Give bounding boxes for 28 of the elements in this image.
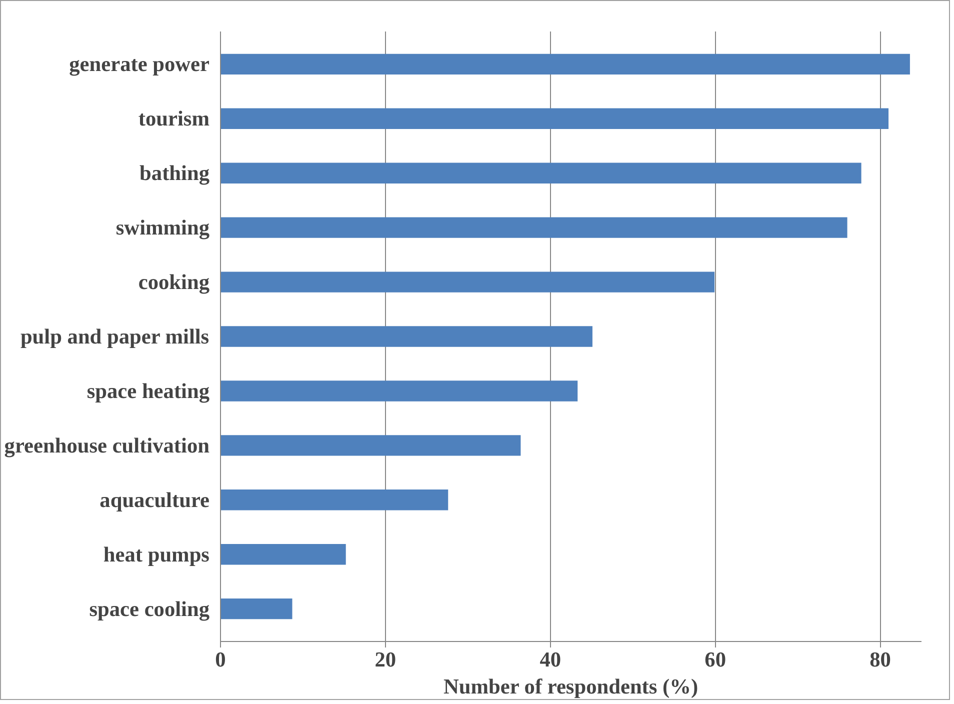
x-tick-label: 80 [870,648,891,672]
y-tick-label: bathing [140,161,210,186]
bar [220,217,848,238]
bar [220,544,346,565]
y-tick-label: pulp and paper mills [20,324,210,348]
bar [220,598,292,620]
bar [220,326,592,347]
x-tick-label: 20 [374,648,396,672]
y-tick-label: generate power [69,52,210,76]
y-tick-label: aquaculture [100,488,210,512]
y-tick-label: tourism [138,106,210,131]
x-tick-label: 60 [704,648,726,672]
bar [220,272,714,292]
bar [220,490,448,510]
x-tick-label: 40 [540,648,562,672]
x-axis-title: Number of respondents (%) [444,674,698,698]
y-tick-label: heat pumps [103,542,210,566]
y-tick-label: space heating [86,378,210,403]
y-tick-label: swimming [116,216,210,240]
bar [220,162,862,184]
y-tick-label: cooking [138,270,210,294]
bar [220,435,521,456]
y-tick-label: greenhouse cultivation [4,433,210,458]
y-tick-label: space cooling [89,596,210,621]
x-tick-label: 0 [215,648,226,672]
bar [220,380,578,402]
bar [220,108,889,129]
bar [220,54,910,75]
